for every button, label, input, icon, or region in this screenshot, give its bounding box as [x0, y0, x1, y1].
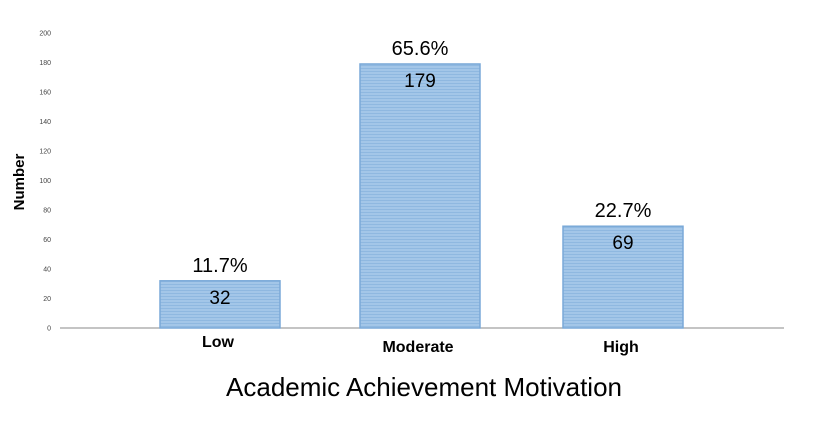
bar — [562, 225, 684, 329]
y-tick-label: 160 — [39, 90, 51, 97]
y-tick-label: 120 — [39, 149, 51, 156]
y-tick-label: 80 — [43, 208, 51, 215]
category-labels: Low Moderate High — [202, 334, 639, 356]
percent-label: 65.6% — [392, 38, 449, 60]
value-label: 69 — [612, 233, 633, 254]
y-tick-label: 20 — [43, 296, 51, 303]
bar — [159, 280, 281, 329]
percent-label: 11.7% — [192, 255, 247, 277]
y-tick-label: 200 — [39, 31, 51, 38]
y-tick-label: 140 — [39, 119, 51, 126]
category-label: High — [603, 339, 639, 356]
y-tick-label: 180 — [39, 60, 51, 67]
y-tick-label: 100 — [39, 178, 51, 185]
y-axis-label: Number — [11, 154, 28, 211]
y-tick-label: 40 — [43, 267, 51, 274]
y-tick-label: 0 — [47, 326, 51, 333]
x-axis-label: Academic Achievement Motivation — [226, 372, 622, 402]
percent-label: 22.7% — [595, 200, 652, 222]
category-label: Moderate — [382, 339, 453, 356]
value-label: 32 — [209, 288, 230, 309]
value-label: 179 — [404, 71, 436, 92]
category-label: Low — [202, 334, 235, 351]
bars: 11.7% 32 65.6% 179 22.7% 69 — [159, 38, 684, 329]
y-axis-ticks: 0 20 40 60 80 100 120 140 160 180 200 — [39, 31, 51, 333]
bar — [359, 63, 481, 329]
y-tick-label: 60 — [43, 237, 51, 244]
